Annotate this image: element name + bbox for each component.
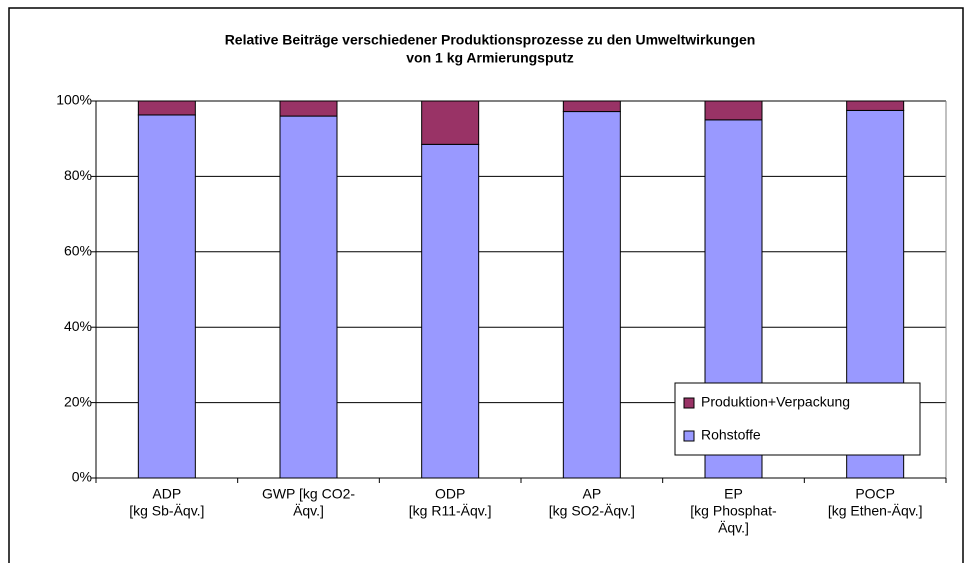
x-tick-label: EP — [724, 486, 743, 502]
legend-label: Produktion+Verpackung — [701, 394, 850, 410]
x-tick-label: [kg R11-Äqv.] — [409, 503, 492, 519]
legend-swatch — [683, 397, 695, 409]
x-tick-label: [kg Ethen-Äqv.] — [828, 503, 923, 519]
x-tick-label: POCP — [855, 486, 895, 502]
bar-segment — [704, 100, 763, 121]
bar-segment — [421, 143, 480, 479]
x-tick-label: ADP — [152, 486, 181, 502]
y-tick-label: 40% — [64, 318, 92, 334]
bar-segment — [137, 114, 196, 479]
bar-segment — [846, 100, 905, 111]
x-tick-label: GWP [kg CO2- — [262, 486, 355, 502]
legend-swatch — [683, 430, 695, 442]
x-tick-label: AP — [582, 486, 601, 502]
x-tick-label: [kg Sb-Äqv.] — [129, 503, 204, 519]
bar-segment — [562, 111, 621, 479]
bar-segment — [137, 100, 196, 116]
y-tick-label: 80% — [64, 167, 92, 183]
x-tick-label: Äqv.] — [293, 503, 324, 519]
bar-segment — [279, 100, 338, 117]
chart-title: von 1 kg Armierungsputz — [406, 50, 574, 66]
y-tick-label: 100% — [56, 92, 92, 108]
x-tick-label: [kg SO2-Äqv.] — [549, 503, 635, 519]
bar-segment — [562, 100, 621, 113]
chart-title: Relative Beiträge verschiedener Produkti… — [225, 32, 756, 48]
bar-segment — [421, 100, 480, 145]
chart-frame — [8, 7, 964, 563]
bar-segment — [279, 115, 338, 479]
legend-label: Rohstoffe — [701, 427, 761, 443]
legend-box — [674, 382, 921, 456]
y-tick-label: 60% — [64, 243, 92, 259]
x-tick-label: Äqv.] — [718, 520, 749, 536]
y-tick-label: 0% — [72, 469, 92, 485]
x-tick-label: ODP — [435, 486, 465, 502]
x-tick-label: [kg Phosphat- — [690, 503, 777, 519]
y-tick-label: 20% — [64, 393, 92, 409]
